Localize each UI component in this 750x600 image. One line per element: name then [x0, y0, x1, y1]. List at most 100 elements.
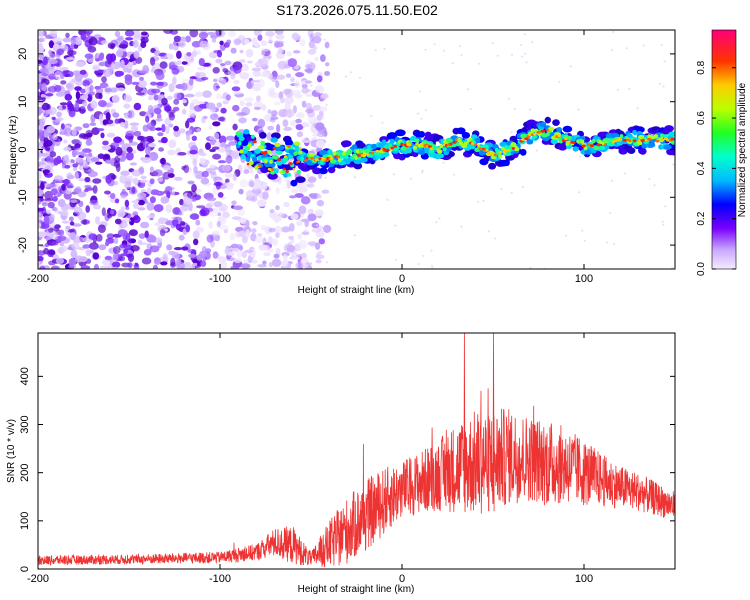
noise-blob	[189, 213, 200, 220]
noise-blob	[238, 59, 246, 63]
signal-blob	[457, 138, 462, 143]
noise-blob	[70, 159, 75, 164]
signal-blob	[270, 137, 279, 143]
signal-blob	[298, 147, 303, 150]
noise-blob	[268, 87, 275, 94]
noise-blob	[158, 147, 165, 152]
signal-blob	[274, 142, 278, 146]
spectrogram-x-label: Height of straight line (km)	[298, 285, 415, 296]
x-tick-label: -200	[27, 573, 49, 585]
noise-blob	[208, 51, 218, 59]
signal-blob	[269, 159, 273, 164]
noise-blob	[188, 202, 193, 212]
spectrogram-x-ticks: -200 -100 0 100	[27, 30, 593, 285]
noise-blob	[225, 145, 231, 153]
noise-speck	[463, 156, 467, 159]
noise-blob	[98, 244, 107, 251]
noise-blob	[129, 162, 138, 166]
signal-blob	[247, 143, 252, 148]
signal-blob	[314, 158, 319, 162]
noise-speck	[433, 43, 436, 46]
noise-speck	[662, 85, 665, 88]
noise-blob	[135, 92, 145, 96]
noise-blob	[285, 73, 292, 78]
noise-blob	[213, 132, 220, 141]
signal-blob	[272, 147, 276, 150]
noise-speck	[311, 181, 314, 184]
noise-speck	[430, 249, 433, 252]
noise-blob	[186, 190, 197, 199]
noise-blob	[100, 132, 105, 139]
signal-blob	[670, 137, 674, 141]
noise-blob	[238, 188, 244, 195]
noise-blob	[189, 30, 199, 38]
noise-blob	[209, 164, 216, 169]
noise-blob	[40, 94, 46, 98]
noise-blob	[305, 80, 312, 84]
noise-blob	[307, 213, 317, 222]
noise-speck	[392, 173, 396, 176]
noise-blob	[267, 236, 273, 245]
noise-blob	[252, 221, 258, 226]
noise-blob	[213, 181, 223, 187]
noise-blob	[256, 199, 267, 207]
noise-speck	[660, 44, 663, 46]
noise-blob	[212, 251, 219, 259]
noise-blob	[305, 102, 312, 110]
noise-blob	[181, 99, 187, 104]
noise-blob	[39, 122, 44, 131]
noise-blob	[38, 212, 42, 217]
noise-speck	[487, 230, 491, 233]
noise-blob	[96, 73, 102, 78]
noise-blob	[96, 234, 103, 242]
signal-blob	[312, 167, 322, 175]
noise-blob	[56, 48, 64, 56]
noise-blob	[178, 39, 186, 48]
signal-blob	[239, 149, 244, 154]
signal-blob	[413, 145, 418, 150]
noise-blob	[125, 130, 135, 137]
noise-speck	[521, 186, 525, 189]
signal-blob	[240, 154, 246, 160]
noise-blob	[224, 60, 232, 66]
noise-blob	[206, 197, 217, 202]
noise-blob	[96, 128, 105, 132]
signal-blob	[550, 138, 558, 145]
noise-blob	[106, 101, 113, 107]
noise-blob	[199, 157, 206, 164]
noise-blob	[89, 249, 95, 254]
noise-blob	[206, 31, 216, 36]
signal-blob	[318, 157, 322, 161]
colorbar-tick-label: 0.0	[696, 262, 707, 276]
signal-blob	[271, 168, 274, 172]
noise-blob	[70, 249, 78, 259]
noise-blob	[39, 152, 50, 157]
signal-blob	[284, 139, 294, 147]
signal-blob	[393, 145, 397, 148]
noise-blob	[177, 210, 183, 216]
x-tick-label: 0	[399, 273, 405, 285]
signal-blob	[284, 155, 288, 159]
noise-blob	[278, 109, 288, 118]
noise-blob	[196, 254, 203, 261]
noise-blob	[72, 163, 79, 168]
noise-blob	[68, 264, 77, 269]
signal-blob	[428, 148, 435, 154]
noise-blob	[185, 266, 194, 269]
signal-blob	[287, 144, 291, 148]
noise-blob	[118, 44, 128, 49]
noise-blob	[157, 132, 164, 137]
noise-blob	[188, 253, 197, 258]
signal-blob	[596, 143, 601, 147]
signal-blob	[415, 142, 419, 146]
noise-blob	[119, 174, 128, 184]
signal-blob	[319, 160, 324, 165]
signal-blob	[381, 139, 387, 145]
noise-speck	[581, 229, 584, 232]
signal-blob	[474, 143, 478, 147]
noise-blob	[262, 182, 268, 190]
noise-blob	[141, 257, 152, 265]
noise-blob	[48, 59, 58, 65]
noise-blob	[268, 227, 276, 233]
noise-blob	[243, 169, 250, 175]
